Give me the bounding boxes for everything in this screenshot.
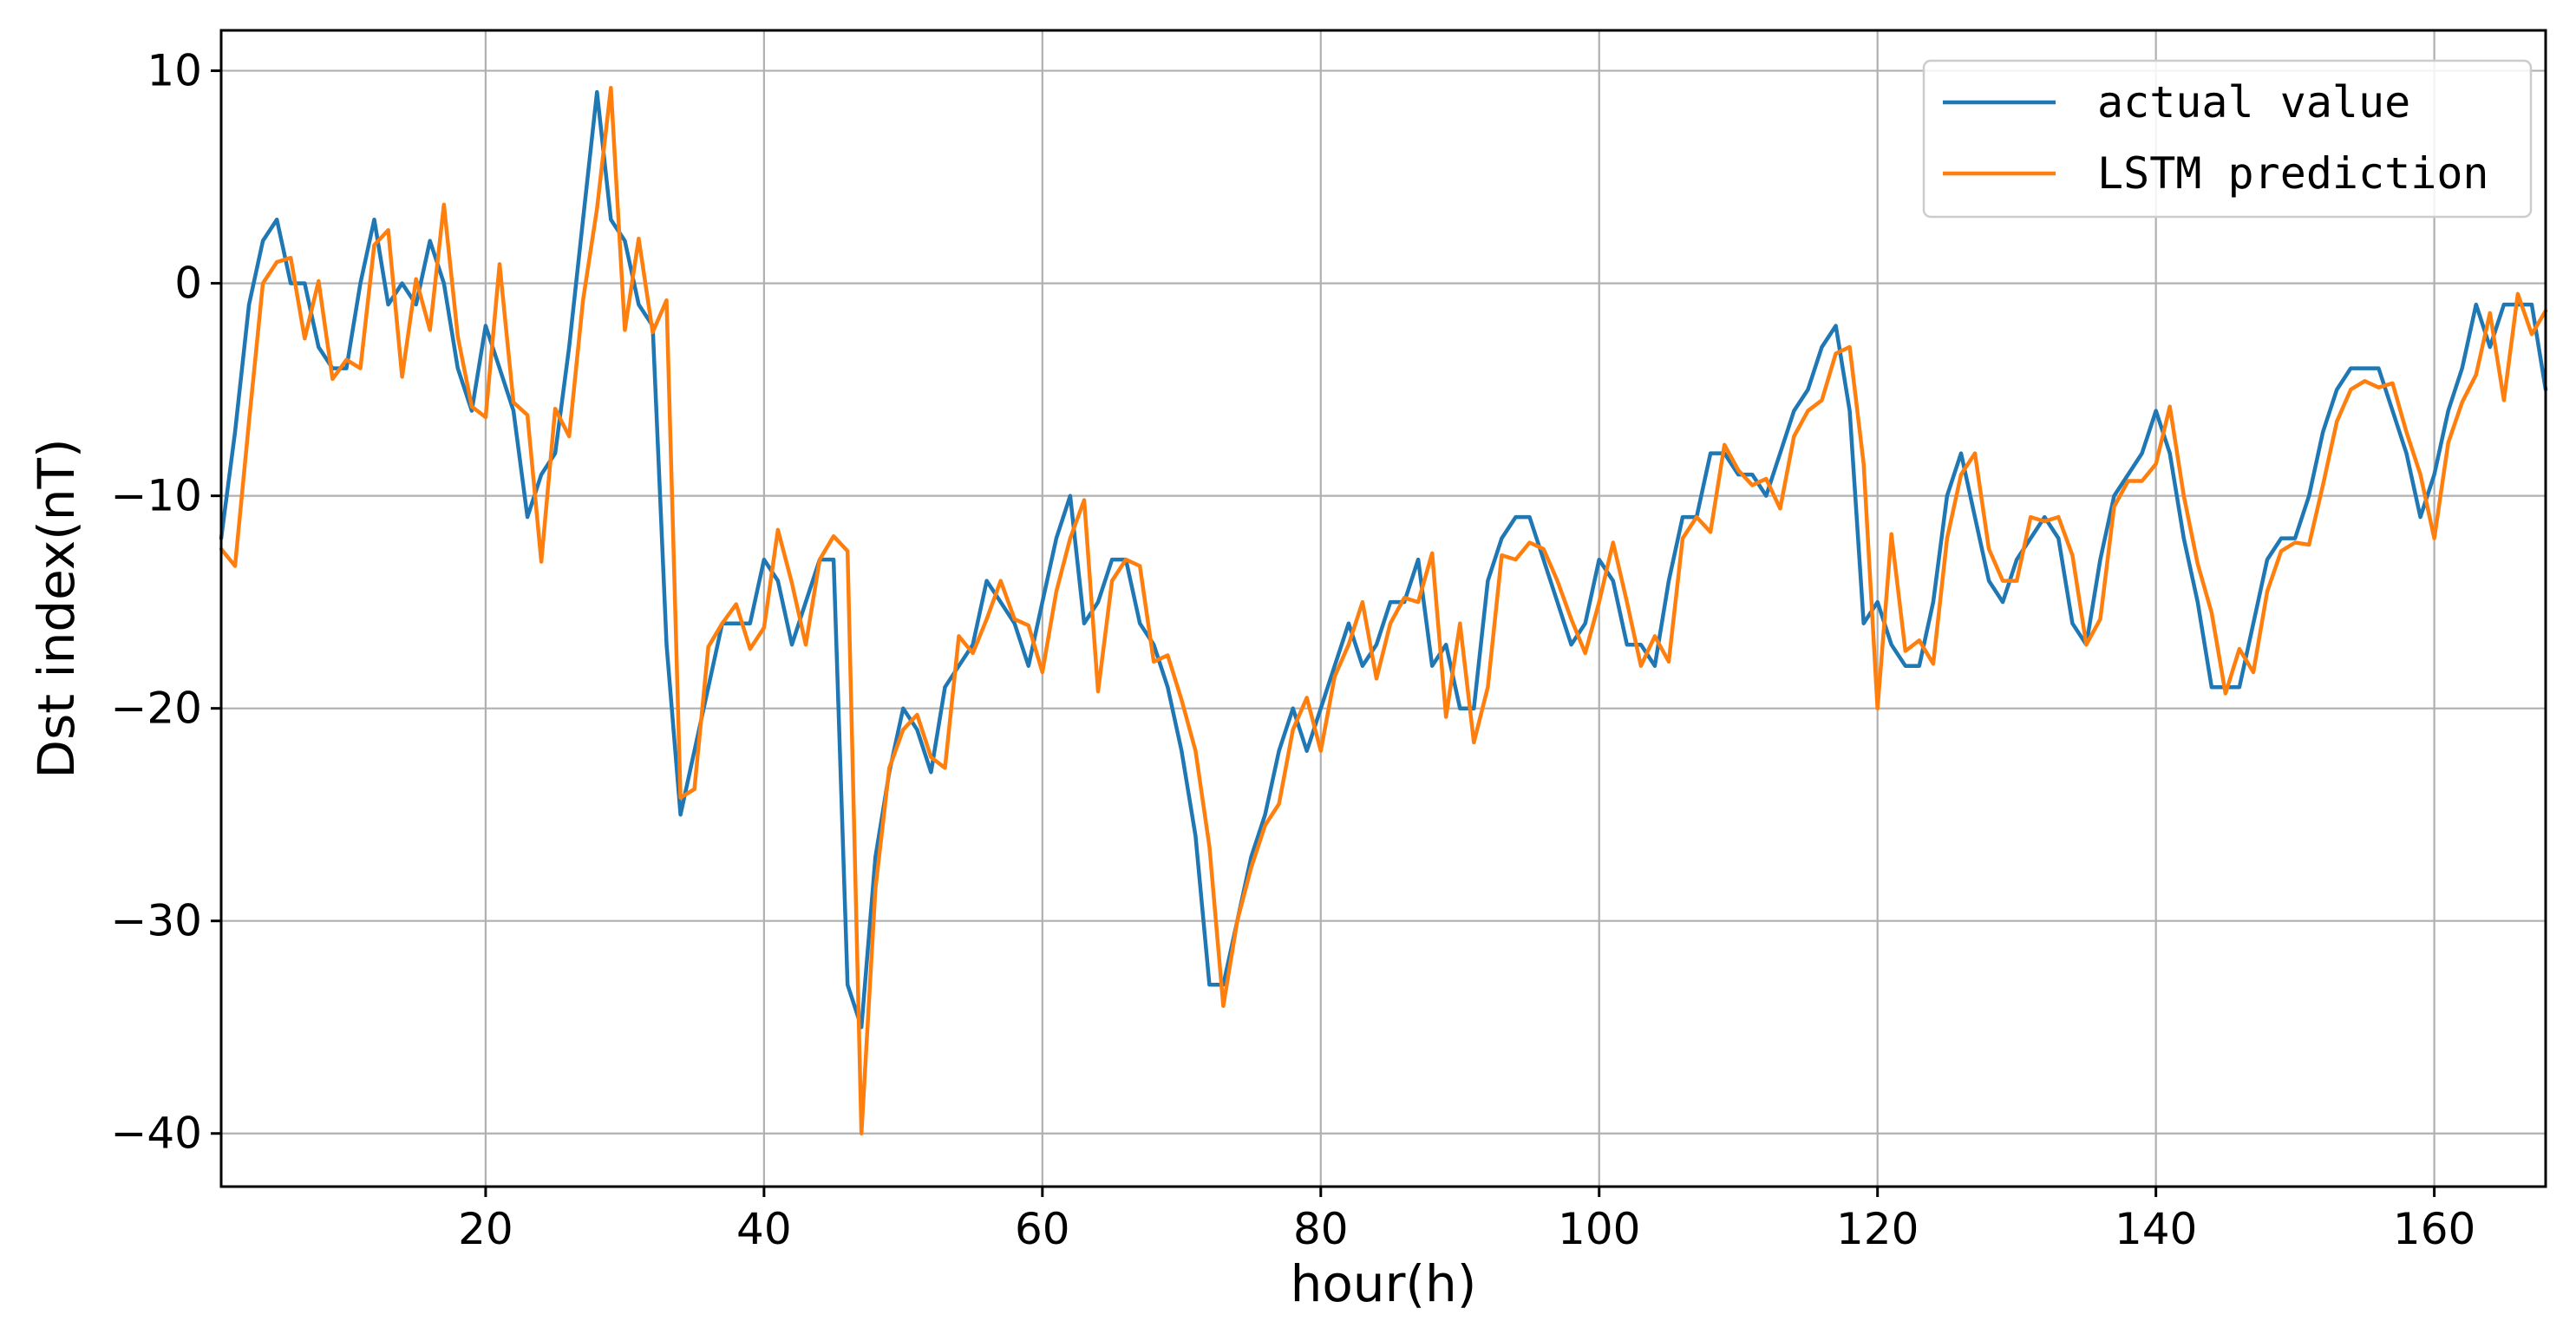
x-tick-label: 120 [1836, 1204, 1919, 1254]
series-line-lstm-prediction [219, 85, 2548, 1135]
x-tick-label: 100 [1558, 1204, 1640, 1254]
legend: actual value LSTM prediction [1922, 59, 2533, 219]
y-tick-label: −40 [110, 1109, 202, 1159]
x-tick-label: 60 [1015, 1204, 1070, 1254]
y-tick-label: −10 [110, 471, 202, 521]
x-tick-label: 140 [2115, 1204, 2197, 1254]
legend-label-actual-value: actual value [2097, 77, 2410, 128]
x-tick-label: 80 [1293, 1204, 1349, 1254]
y-axis-label: Dst index(nT) [27, 438, 86, 778]
y-tick-label: −20 [110, 684, 202, 734]
legend-label-lstm-prediction: LSTM prediction [2097, 148, 2489, 199]
y-gridlines [221, 69, 2546, 1135]
y-axis-ticks: 10 0 −10 −20 −30 −40 [110, 46, 221, 1159]
x-tick-label: 40 [736, 1204, 792, 1254]
y-tick-label: 0 [174, 258, 202, 309]
series-lines [219, 85, 2548, 1135]
plot-area-frame [219, 29, 2547, 1188]
x-axis-ticks: 20 40 60 80 100 120 140 160 [458, 1187, 2475, 1254]
y-tick-label: 10 [147, 46, 202, 96]
legend-box [1922, 59, 2533, 219]
x-tick-label: 20 [458, 1204, 513, 1254]
x-tick-label: 160 [2393, 1204, 2475, 1254]
series-line-actual-value [219, 89, 2548, 1030]
x-axis-label: hour(h) [1291, 1254, 1477, 1313]
y-tick-label: −30 [110, 896, 202, 946]
